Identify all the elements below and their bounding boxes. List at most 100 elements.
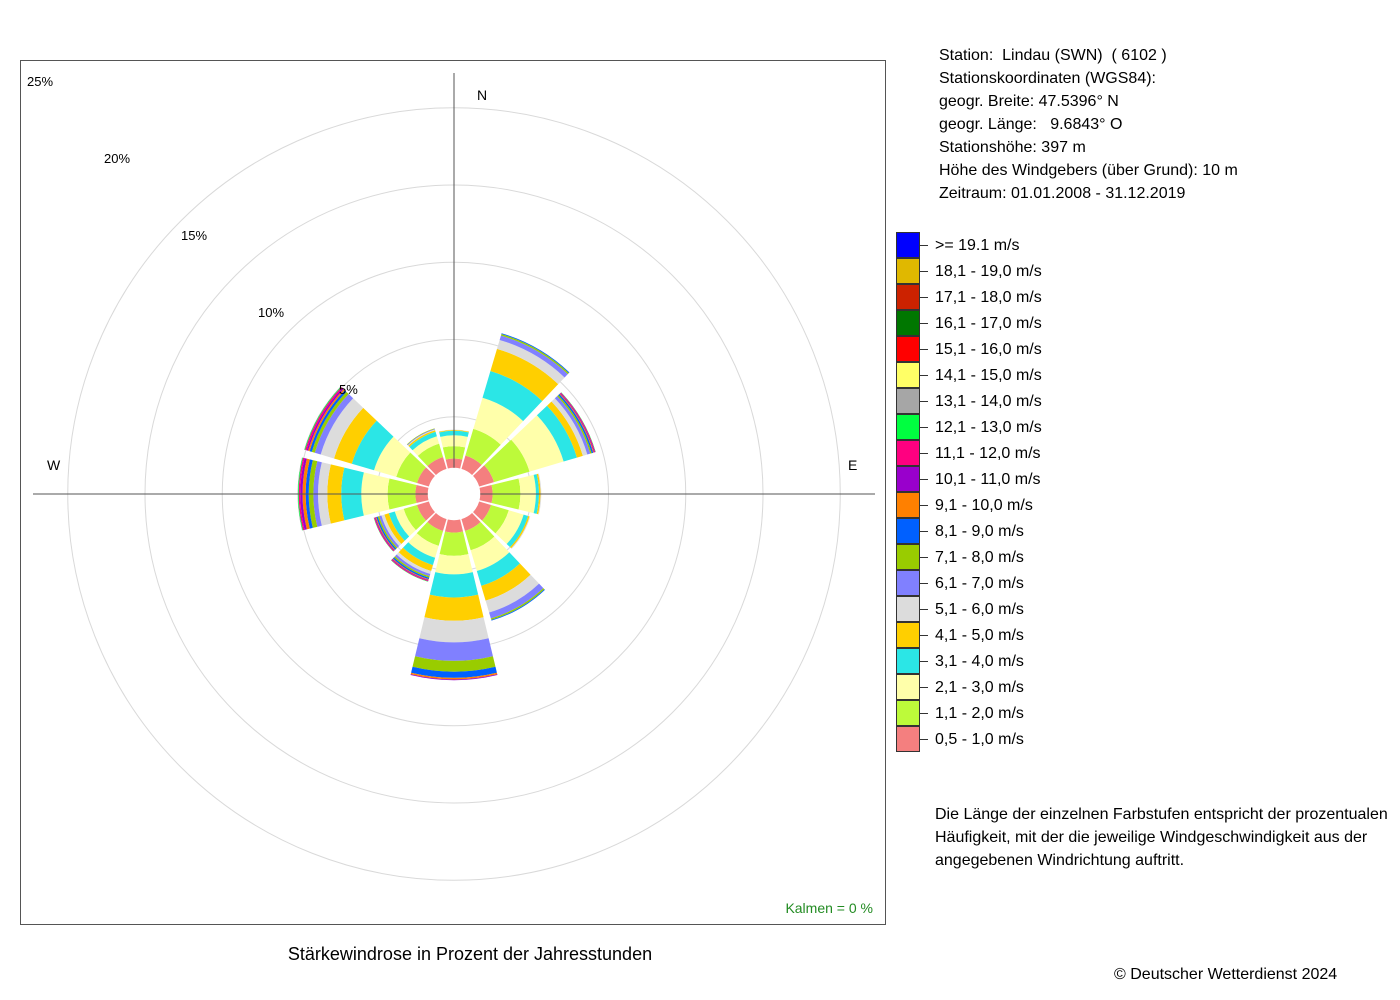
ring-label-20: 20% <box>104 151 131 166</box>
legend-tick <box>920 401 928 402</box>
wind-segment <box>470 536 510 572</box>
wind-segment <box>393 556 430 578</box>
legend-label: 5,1 - 6,0 m/s <box>935 601 1024 618</box>
wind-segment <box>490 588 545 620</box>
wind-segment <box>473 465 494 487</box>
legend-tick <box>920 323 928 324</box>
wind-segment <box>392 557 430 580</box>
wind-segment <box>536 473 541 515</box>
legend-tick <box>920 297 928 298</box>
chart-title: Stärkewindrose in Prozent der Jahresstun… <box>287 944 653 964</box>
legend-label: 10,1 - 11,0 m/s <box>935 471 1041 488</box>
legend-swatch <box>896 414 920 440</box>
wind-segment <box>297 457 304 531</box>
legend-tick <box>920 245 928 246</box>
legend-swatch <box>896 648 920 674</box>
legend-tick <box>920 687 928 688</box>
wind-segment <box>396 452 426 484</box>
wind-segment <box>381 514 402 547</box>
wind-segment <box>408 533 439 558</box>
compass-axes <box>33 73 875 495</box>
legend-swatch <box>896 232 920 258</box>
wind-segment <box>551 398 588 456</box>
wind-segment <box>506 514 529 548</box>
legend-label: 6,1 - 7,0 m/s <box>935 575 1024 592</box>
wind-segment <box>499 335 568 378</box>
legend-tick <box>920 635 928 636</box>
wind-segment <box>377 516 398 549</box>
legend-label: 12,1 - 13,0 m/s <box>935 419 1042 436</box>
legend-swatch <box>896 622 920 648</box>
wind-segment <box>334 407 377 464</box>
legend-label: 4,1 - 5,0 m/s <box>935 627 1024 644</box>
legend-label: 8,1 - 9,0 m/s <box>935 523 1024 540</box>
legend-tick <box>920 505 928 506</box>
wind-segment <box>490 348 559 401</box>
wind-segment <box>476 552 520 586</box>
ring-label-25: 25% <box>27 74 54 89</box>
wind-segment <box>298 457 305 531</box>
wind-segment <box>547 401 583 458</box>
station-info: Station: Lindau (SWN) ( 6102 ) Stationsk… <box>939 44 1238 205</box>
wind-segment <box>510 515 530 549</box>
wind-segment <box>439 429 469 433</box>
wind-segment <box>473 397 524 445</box>
legend-swatch <box>896 596 920 622</box>
wind-segment <box>411 666 497 678</box>
legend-tick <box>920 453 928 454</box>
wind-segment <box>398 547 433 572</box>
wind-segment <box>435 554 473 575</box>
legend-swatch <box>896 544 920 570</box>
legend-swatch <box>896 284 920 310</box>
description-text: Die Länge der einzelnen Farbstufen entsp… <box>935 806 1388 869</box>
wind-segment <box>438 429 470 432</box>
wind-segment <box>489 583 544 619</box>
wind-segment <box>309 390 347 452</box>
calm-label: Kalmen = 0 % <box>785 900 873 916</box>
legend-swatch <box>896 310 920 336</box>
legend-tick <box>920 427 928 428</box>
wind-rose-svg <box>33 73 875 881</box>
legend-label: 7,1 - 8,0 m/s <box>935 549 1024 566</box>
wind-segment <box>394 508 416 537</box>
wind-segment <box>396 552 432 574</box>
wind-segment <box>497 339 565 385</box>
wind-segment <box>374 436 411 477</box>
legend-tick <box>920 739 928 740</box>
wind-segment <box>305 459 313 529</box>
legend-label: 14,1 - 15,0 m/s <box>935 367 1042 384</box>
station-line: Stationskoordinaten (WGS84): <box>939 70 1156 87</box>
wind-segment <box>439 531 469 556</box>
wind-segment <box>311 391 349 453</box>
station-line: Höhe des Windgebers (über Grund): 10 m <box>939 162 1238 179</box>
wind-segment <box>481 563 531 601</box>
wind-segment <box>419 617 489 643</box>
wind-rose-plot: N E W 5% 10% 15% 20% 25% Kalmen = 0 % <box>20 60 886 925</box>
wind-segment <box>485 574 540 613</box>
direction-label-n: N <box>477 87 488 103</box>
wind-segment <box>416 501 435 521</box>
wind-segment <box>409 431 437 451</box>
wind-segment <box>403 504 426 531</box>
wind-segment <box>429 572 479 598</box>
legend-label: 18,1 - 19,0 m/s <box>935 263 1042 280</box>
wind-segment <box>410 674 498 681</box>
legend-swatch <box>896 492 920 518</box>
wind-segment <box>379 515 400 548</box>
ring-label-10: 10% <box>258 305 285 320</box>
legend-label: 1,1 - 2,0 m/s <box>935 705 1024 722</box>
wind-segment <box>415 638 493 661</box>
wind-segment <box>464 522 495 551</box>
legend-swatch <box>896 700 920 726</box>
wind-segment <box>408 430 436 447</box>
legend-label: 11,1 - 12,0 m/s <box>935 445 1041 462</box>
wind-segment <box>482 504 509 534</box>
wind-segment <box>412 656 496 672</box>
legend-label: >= 19.1 m/s <box>935 237 1020 254</box>
legend-swatch <box>896 336 920 362</box>
wind-segment <box>495 510 524 544</box>
legend-swatch <box>896 518 920 544</box>
legend-label: 17,1 - 18,0 m/s <box>935 289 1042 306</box>
legend-swatch <box>896 466 920 492</box>
wind-segment <box>536 405 577 462</box>
